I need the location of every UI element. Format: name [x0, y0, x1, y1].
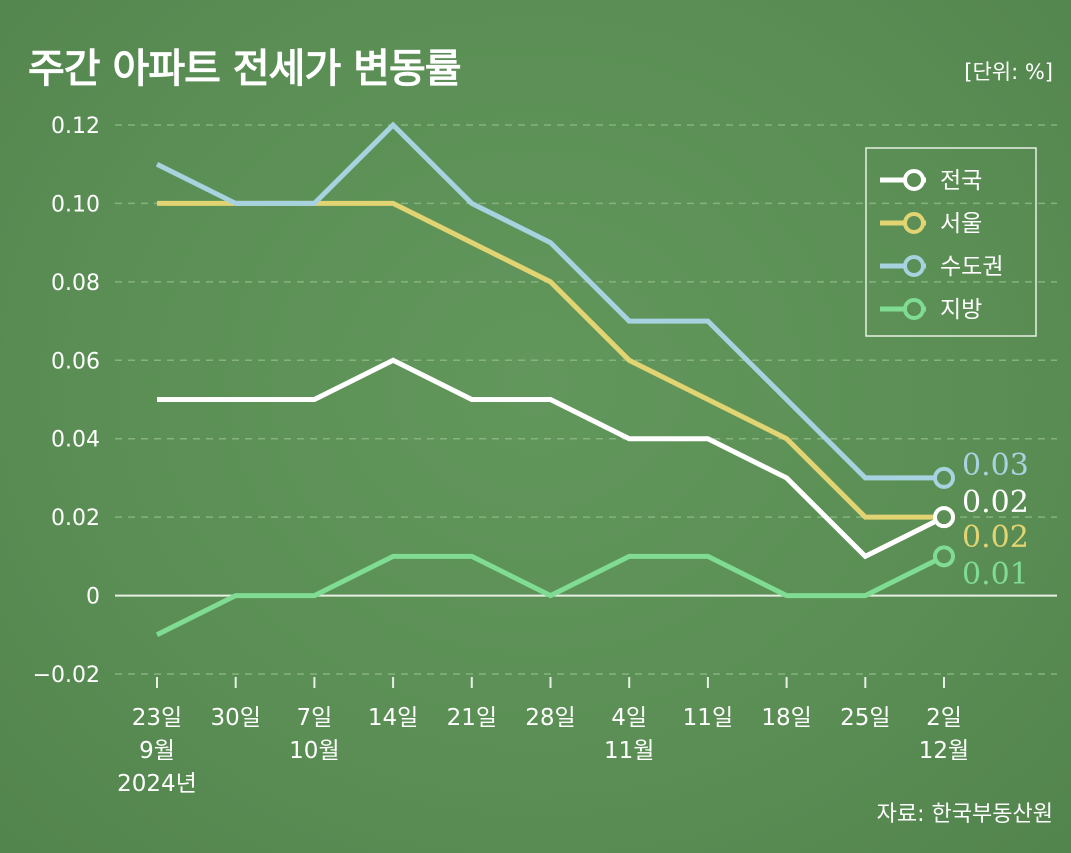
legend-label: 지방	[940, 297, 982, 323]
x-tick-label: 9월	[139, 738, 175, 764]
y-tick-label: 0.02	[51, 506, 100, 531]
legend-swatch-marker	[903, 169, 925, 191]
x-tick-label: 2일	[926, 705, 962, 731]
y-tick-label: 0.06	[51, 349, 100, 374]
legend-swatch-marker	[903, 212, 925, 234]
legend-swatch-marker	[903, 255, 925, 277]
legend-label: 수도권	[940, 254, 1003, 280]
x-tick-label: 4일	[611, 705, 647, 731]
source-label: 자료: 한국부동산원	[876, 802, 1053, 827]
end-marker	[933, 545, 955, 568]
y-tick-label: 0.12	[51, 114, 100, 139]
x-tick-label: 10월	[289, 738, 339, 764]
end-marker	[933, 506, 955, 529]
x-tick-label: 11일	[683, 705, 733, 731]
x-tick-label: 18일	[761, 705, 811, 731]
x-tick-label: 7일	[297, 705, 333, 731]
y-tick-label: −0.02	[33, 663, 100, 688]
x-tick-label: 14일	[368, 705, 418, 731]
end-value-label: 0.03	[962, 448, 1029, 483]
x-tick-label: 21일	[447, 705, 497, 731]
x-tick-label: 23일	[132, 705, 182, 731]
legend-swatch-marker	[903, 298, 925, 320]
legend-label: 전국	[940, 168, 982, 194]
x-tick-label: 30일	[210, 705, 260, 731]
y-tick-label: 0	[86, 585, 100, 610]
end-value-label: 0.02	[962, 485, 1029, 520]
x-tick-label: 11월	[604, 738, 654, 764]
y-tick-label: 0.10	[51, 192, 100, 217]
x-tick-label: 12월	[919, 738, 969, 764]
y-tick-label: 0.04	[51, 428, 100, 453]
end-marker	[933, 466, 955, 489]
end-value-label: 0.02	[962, 520, 1029, 555]
series-line-지방	[155, 553, 946, 638]
y-tick-label: 0.08	[51, 271, 100, 296]
x-tick-label: 2024년	[117, 771, 197, 797]
legend-label: 서울	[940, 211, 982, 237]
series-line-수도권	[155, 121, 944, 481]
series-line-전국	[157, 357, 946, 560]
x-tick-label: 28일	[525, 705, 575, 731]
chart-title: 주간 아파트 전세가 변동률	[28, 46, 462, 92]
end-value-label: 0.01	[962, 557, 1029, 592]
x-tick-label: 25일	[840, 705, 890, 731]
unit-label: [단위: %]	[964, 60, 1053, 84]
legend-box	[865, 147, 1037, 337]
